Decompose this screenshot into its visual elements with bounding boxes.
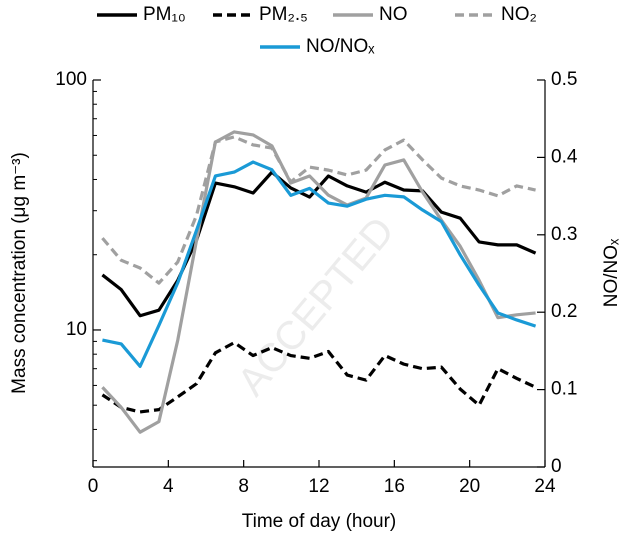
series-line [101, 135, 536, 285]
x-tick-label: 16 [384, 476, 405, 497]
y2-tick-label: 0.3 [551, 224, 577, 245]
legend-label: NO [379, 4, 408, 25]
x-tick-label: 8 [238, 476, 249, 497]
x-tick-label: 20 [459, 476, 480, 497]
y2-tick-label: 0.1 [551, 379, 577, 400]
legend-label: NO₂ [501, 4, 537, 25]
series-line [101, 341, 537, 414]
y2-tick-label: 0.4 [551, 146, 578, 167]
y2-tick-label: 0.5 [551, 69, 577, 90]
x-tick-label: 4 [163, 476, 174, 497]
x-axis-label: Time of day (hour) [242, 511, 397, 532]
legend-label: NO/NOₓ [306, 36, 375, 57]
legend-label: PM₁₀ [143, 4, 186, 25]
series-line [101, 130, 536, 434]
watermark: ACCEPTED [229, 209, 403, 404]
y-tick-label: 10 [66, 319, 87, 340]
x-tick-label: 12 [308, 476, 329, 497]
x-tick-label: 24 [534, 476, 556, 497]
legend-label: PM₂.₅ [259, 4, 308, 25]
series-line [102, 160, 537, 368]
y2-axis-label: NO/NOₓ [601, 238, 622, 307]
y-tick-label: 100 [55, 69, 87, 90]
x-tick-label: 0 [88, 476, 99, 497]
y-axis-label: Mass concentration (μg m⁻³) [9, 152, 30, 394]
y2-tick-label: 0.2 [551, 301, 577, 322]
y2-tick-label: 0 [551, 456, 562, 477]
